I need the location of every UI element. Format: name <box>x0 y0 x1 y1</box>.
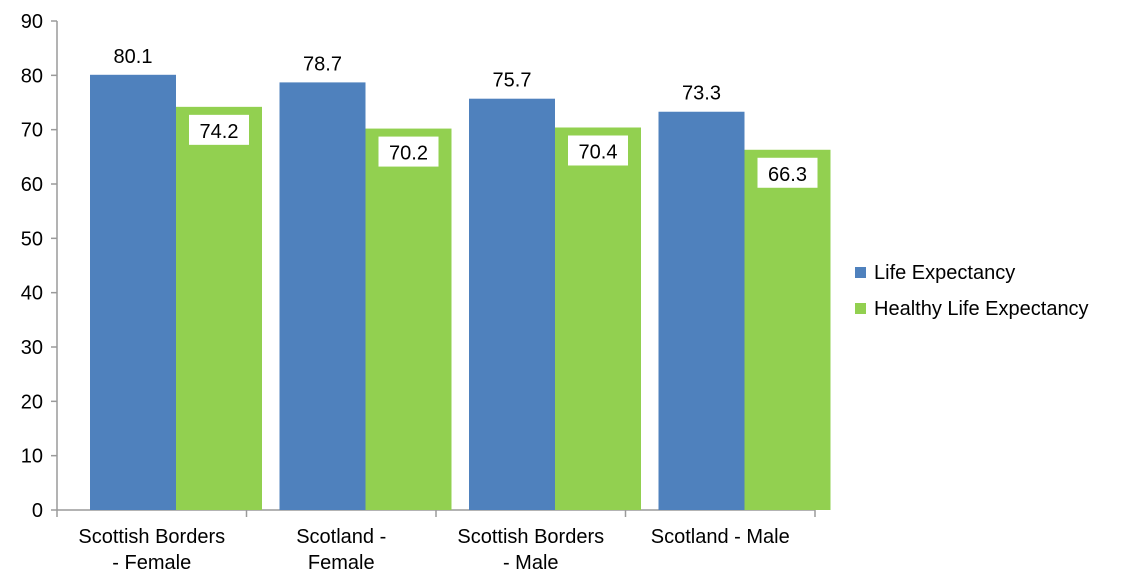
legend: Life Expectancy Healthy Life Expectancy <box>855 262 1089 320</box>
bar-life-expectancy <box>90 74 176 510</box>
data-label-box <box>378 136 439 167</box>
x-category-label: Scottish Borders - Male <box>457 526 604 574</box>
data-label: 74.2 <box>200 121 239 143</box>
x-category-label-line: Scottish Borders <box>457 526 604 548</box>
data-label: 80.1 <box>114 46 153 68</box>
bar-life-expectancy <box>469 98 555 511</box>
bar-healthy-life-expectancy <box>555 127 641 510</box>
bar-healthy-life-expectancy <box>176 106 262 510</box>
y-tick-label: 30 <box>21 337 43 359</box>
data-label: 70.4 <box>579 141 618 163</box>
data-label: 70.2 <box>389 143 428 165</box>
y-tick-label: 50 <box>21 228 43 250</box>
y-tick-label: 60 <box>21 174 43 196</box>
bars-group <box>90 74 831 511</box>
bar-healthy-life-expectancy <box>744 149 831 510</box>
x-category-label-line: Scottish Borders <box>78 526 225 548</box>
x-category-label: Scotland - Female <box>296 526 386 574</box>
x-category-label-line: Female <box>308 552 375 574</box>
y-axis: 0 10 20 30 40 50 60 70 80 90 <box>21 11 58 522</box>
x-category-label-line: - Female <box>112 552 191 574</box>
x-category-label: Scotland - Male <box>651 526 790 548</box>
data-label: 66.3 <box>768 164 807 186</box>
y-tick-label: 40 <box>21 283 43 305</box>
bar-life-expectancy <box>658 111 745 510</box>
y-tick-label: 80 <box>21 65 43 87</box>
data-label: 78.7 <box>303 53 342 75</box>
data-label-box <box>189 114 249 145</box>
bar-healthy-life-expectancy <box>365 128 452 510</box>
data-label: 73.3 <box>682 83 721 105</box>
x-category-label: Scottish Borders - Female <box>78 526 225 574</box>
legend-swatch <box>855 267 866 278</box>
data-label: 75.7 <box>493 70 532 92</box>
legend-label: Life Expectancy <box>874 262 1015 284</box>
x-category-label-line: Scotland - <box>296 526 386 548</box>
y-tick-label: 70 <box>21 120 43 142</box>
legend-label: Healthy Life Expectancy <box>874 298 1089 320</box>
y-tick-label: 0 <box>32 500 43 522</box>
x-category-label-line: Scotland - Male <box>651 526 790 548</box>
legend-swatch <box>855 303 866 314</box>
bar-life-expectancy <box>279 82 366 510</box>
y-tick-label: 90 <box>21 11 43 33</box>
data-labels-group: 80.1 74.2 78.7 70.2 75.7 70.4 73.3 66.3 <box>114 46 818 188</box>
data-label-box <box>568 135 628 166</box>
x-category-label-line: - Male <box>503 552 559 574</box>
x-axis: Scottish Borders - Female Scotland - Female… <box>56 509 816 574</box>
data-label-box <box>757 157 818 188</box>
y-tick-label: 10 <box>21 446 43 468</box>
y-tick-label: 20 <box>21 391 43 413</box>
